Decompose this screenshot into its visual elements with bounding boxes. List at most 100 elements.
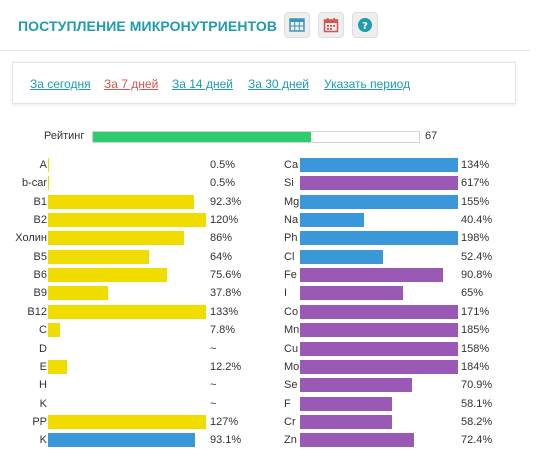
help-icon: ? [358, 18, 372, 32]
nutrient-value: ~ [210, 379, 217, 391]
period-link-14-days[interactable]: За 14 дней [172, 77, 233, 91]
nutrient-value: 617% [461, 177, 490, 189]
nutrient-bar [48, 176, 49, 190]
nutrient-label: Ca [284, 159, 299, 171]
nutrient-value: 127% [210, 416, 239, 428]
nutrient-row: Cl 52.4% [0, 250, 542, 264]
nutrient-value: 134% [461, 159, 490, 171]
nutrient-label: Zn [284, 434, 297, 446]
nutrient-value: 64% [210, 251, 233, 263]
period-selector: За сегодня За 7 дней За 14 дней За 30 дн… [12, 62, 516, 104]
nutrient-bar [300, 397, 392, 411]
nutrient-row: Co 171% [0, 305, 542, 319]
nutrient-row: Cu 158% [0, 342, 542, 356]
nutrient-label: K [39, 398, 47, 410]
period-link-custom[interactable]: Указать период [324, 77, 411, 91]
nutrient-row: D ~ [0, 342, 542, 356]
nutrient-bar [300, 158, 458, 172]
nutrient-value: 198% [461, 232, 490, 244]
nutrient-value: 58.1% [461, 398, 493, 410]
nutrient-bar [300, 250, 383, 264]
nutrient-label: K [39, 434, 47, 446]
nutrient-label: Холин [15, 232, 47, 244]
nutrient-value: 120% [210, 214, 239, 226]
nutrient-bar [300, 176, 458, 190]
nutrient-label: I [284, 287, 288, 299]
nutrient-value: ~ [210, 398, 217, 410]
nutrient-label: B12 [27, 306, 47, 318]
svg-text:?: ? [362, 21, 368, 32]
period-link-30-days[interactable]: За 30 дней [248, 77, 309, 91]
nutrient-value: 37.8% [210, 287, 242, 299]
page-header: ПОСТУПЛЕНИЕ МИКРОНУТРИЕНТОВ ? [0, 0, 530, 51]
nutrient-value: 75.6% [210, 269, 242, 281]
period-link-today[interactable]: За сегодня [30, 77, 91, 91]
nutrient-value: 0.5% [210, 177, 236, 189]
nutrient-bar [300, 213, 364, 227]
nutrient-label: B2 [33, 214, 47, 226]
nutrient-row: Fe 90.8% [0, 268, 542, 282]
nutrient-bar [300, 360, 458, 374]
nutrient-row: I 65% [0, 286, 542, 300]
nutrient-label: Cl [284, 251, 295, 263]
nutrient-label: H [39, 379, 47, 391]
nutrient-label: A [39, 159, 47, 171]
nutrient-label: Mn [284, 324, 300, 336]
nutrient-row: Mg 155% [0, 195, 542, 209]
nutrient-bar [300, 268, 444, 282]
nutrient-label: Co [284, 306, 299, 318]
nutrient-label: PP [32, 416, 47, 428]
nutrient-row: K 93.1% [0, 433, 542, 447]
nutrient-bar [48, 268, 168, 282]
nutrient-row: B12 133% [0, 305, 542, 319]
nutrient-value: 70.9% [461, 379, 493, 391]
nutrient-value: 171% [461, 306, 490, 318]
nutrient-value: 158% [461, 343, 490, 355]
table-view-button[interactable] [284, 12, 310, 38]
nutrient-label: Mg [284, 196, 300, 208]
nutrient-label: B5 [33, 251, 47, 263]
nutrient-row: B2 120% [0, 213, 542, 227]
nutrient-value: 58.2% [461, 416, 493, 428]
nutrient-bar [300, 342, 458, 356]
nutrient-row: Mn 185% [0, 323, 542, 337]
nutrient-row: H ~ [0, 378, 542, 392]
nutrient-bar [48, 323, 61, 337]
calendar-button[interactable] [318, 12, 344, 38]
nutrient-bar [48, 231, 184, 245]
nutrient-bar [48, 158, 49, 172]
nutrient-row: K ~ [0, 397, 542, 411]
nutrient-label: Na [284, 214, 299, 226]
nutrient-label: Se [284, 379, 298, 391]
nutrient-label: D [39, 343, 47, 355]
nutrient-row: A 0.5% [0, 158, 542, 172]
nutrient-row: Cr 58.2% [0, 415, 542, 429]
rating-value: 67 [425, 130, 438, 142]
nutrient-row: Ca 134% [0, 158, 542, 172]
nutrient-bar [300, 195, 458, 209]
nutrient-label: B6 [33, 269, 47, 281]
nutrient-row: PP 127% [0, 415, 542, 429]
nutrient-row: Mo 184% [0, 360, 542, 374]
nutrient-value: 185% [461, 324, 490, 336]
nutrient-bar [300, 378, 413, 392]
nutrient-value: 0.5% [210, 159, 236, 171]
nutrient-value: 90.8% [461, 269, 493, 281]
period-link-7-days[interactable]: За 7 дней [104, 77, 159, 91]
nutrient-label: Mo [284, 361, 300, 373]
help-button[interactable]: ? [352, 12, 378, 38]
nutrient-bar [48, 250, 150, 264]
nutrient-value: 7.8% [210, 324, 236, 336]
nutrient-row: B6 75.6% [0, 268, 542, 282]
rating-bar-fill [93, 132, 312, 142]
nutrient-label: Ph [284, 232, 298, 244]
nutrient-label: Cr [284, 416, 296, 428]
nutrient-bar [48, 415, 206, 429]
nutrient-bar [300, 286, 403, 300]
rating-bar [92, 131, 420, 143]
nutrient-value: 72.4% [461, 434, 493, 446]
nutrient-value: 92.3% [210, 196, 242, 208]
calendar-icon [323, 18, 339, 33]
nutrient-row: b-car 0.5% [0, 176, 542, 190]
nutrient-row: Se 70.9% [0, 378, 542, 392]
